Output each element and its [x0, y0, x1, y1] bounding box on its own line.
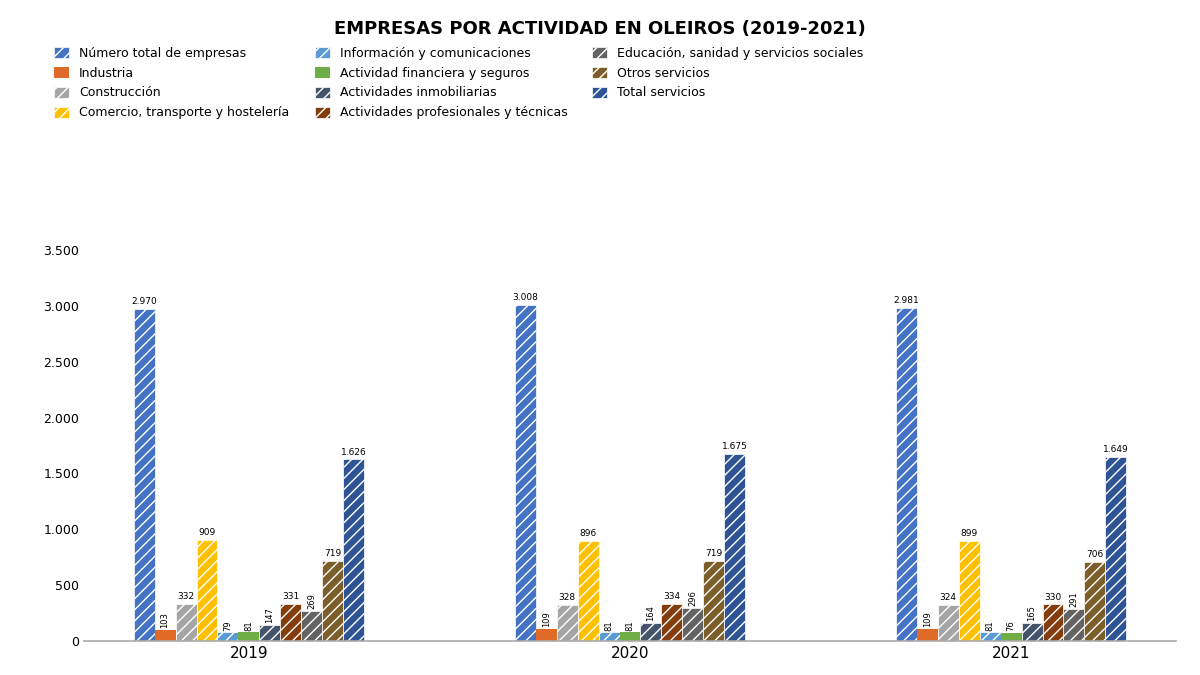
Text: 296: 296	[689, 591, 697, 606]
Text: 79: 79	[223, 620, 233, 630]
Bar	[239, 632, 259, 641]
Text: 109: 109	[923, 612, 931, 627]
Bar	[281, 604, 301, 641]
Text: 332: 332	[178, 593, 194, 601]
Text: 719: 719	[324, 549, 341, 558]
Text: 269: 269	[307, 593, 317, 610]
Bar	[343, 460, 364, 641]
Bar	[896, 308, 917, 641]
Bar	[323, 561, 343, 641]
Bar	[703, 561, 725, 641]
Text: 324: 324	[940, 593, 956, 602]
Bar	[155, 630, 175, 641]
Text: 2.981: 2.981	[894, 296, 919, 305]
Bar	[1001, 632, 1021, 641]
Bar	[1063, 609, 1085, 641]
Text: 1.649: 1.649	[1103, 445, 1129, 454]
Text: 76: 76	[1007, 620, 1015, 631]
Bar	[259, 625, 281, 641]
Text: 3.008: 3.008	[512, 293, 538, 302]
Text: 331: 331	[282, 593, 300, 601]
Text: 109: 109	[541, 612, 551, 627]
Text: 147: 147	[265, 608, 275, 623]
Bar	[599, 632, 619, 641]
Text: 334: 334	[664, 592, 680, 601]
Text: EMPRESAS POR ACTIVIDAD EN OLEIROS (2019-2021): EMPRESAS POR ACTIVIDAD EN OLEIROS (2019-…	[334, 20, 866, 38]
Bar	[175, 604, 197, 641]
Text: 896: 896	[580, 529, 596, 538]
Bar	[301, 611, 323, 641]
Bar	[197, 539, 217, 641]
Text: 899: 899	[960, 529, 978, 538]
Text: 81: 81	[245, 620, 253, 630]
Text: 291: 291	[1069, 591, 1079, 607]
Text: 909: 909	[198, 528, 216, 537]
Text: 81: 81	[605, 620, 613, 630]
Bar	[959, 541, 979, 641]
Bar	[577, 541, 599, 641]
Bar	[1105, 457, 1127, 641]
Text: 330: 330	[1044, 593, 1062, 601]
Bar	[661, 604, 683, 641]
Bar	[1085, 562, 1105, 641]
Text: 103: 103	[161, 612, 169, 628]
Legend: Número total de empresas, Industria, Construcción, Comercio, transporte y hostel: Número total de empresas, Industria, Con…	[54, 47, 864, 119]
Bar	[917, 629, 937, 641]
Text: 1.675: 1.675	[722, 442, 748, 451]
Text: 81: 81	[985, 620, 995, 630]
Text: 2.970: 2.970	[131, 297, 157, 306]
Bar	[1021, 623, 1043, 641]
Text: 81: 81	[625, 620, 635, 630]
Bar	[217, 632, 239, 641]
Text: 164: 164	[647, 605, 655, 621]
Bar	[641, 623, 661, 641]
Bar	[535, 629, 557, 641]
Text: 706: 706	[1086, 551, 1104, 560]
Text: 165: 165	[1027, 605, 1037, 621]
Bar	[725, 454, 745, 641]
Bar	[937, 605, 959, 641]
Bar	[515, 305, 535, 641]
Bar	[1043, 604, 1063, 641]
Bar	[979, 632, 1001, 641]
Text: 719: 719	[706, 549, 722, 558]
Text: 328: 328	[558, 593, 576, 602]
Bar	[133, 309, 155, 641]
Bar	[619, 632, 641, 641]
Bar	[683, 608, 703, 641]
Bar	[557, 605, 577, 641]
Text: 1.626: 1.626	[341, 448, 366, 456]
